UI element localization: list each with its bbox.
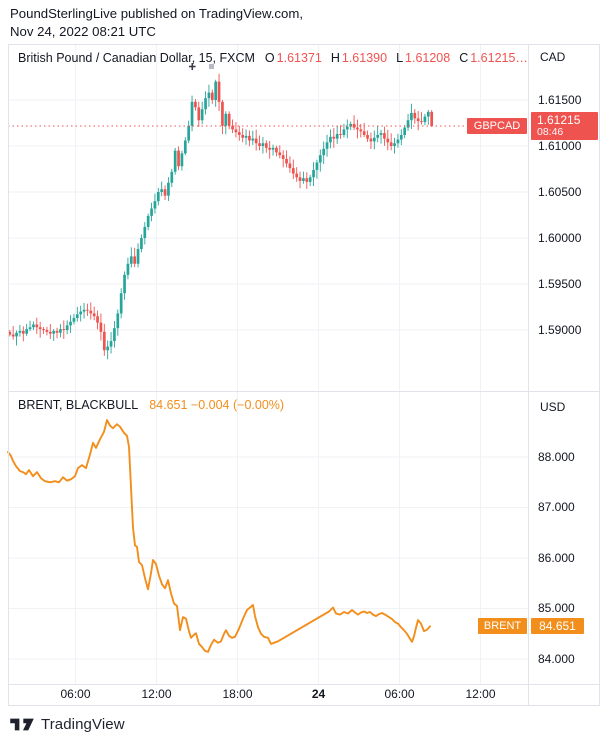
plus-marker-icon bbox=[189, 63, 196, 70]
low-value: 1.61208 bbox=[405, 51, 451, 65]
timestamp-line: Nov 24, 2022 08:21 UTC bbox=[10, 23, 156, 39]
panel2-ytick: 86.000 bbox=[538, 551, 575, 565]
gbpcad-price-label[interactable]: 1.61215 08:46 bbox=[531, 112, 598, 140]
brent-line-series bbox=[7, 419, 431, 653]
gbpcad-last-price: 1.61215 bbox=[537, 113, 581, 127]
panel2-legend[interactable]: BRENT, BLACKBULL 84.651 −0.004 (−0.00%) bbox=[18, 398, 284, 412]
panel2-currency: USD bbox=[540, 400, 566, 414]
watermark-text: TradingView bbox=[41, 716, 125, 733]
gbpcad-symbol-badge[interactable]: GBPCAD bbox=[467, 118, 527, 134]
publisher-line: PoundSterlingLive published on TradingVi… bbox=[10, 6, 304, 21]
time-tick: 18:00 bbox=[222, 687, 253, 701]
panel2-ytick: 87.000 bbox=[538, 500, 575, 514]
panel1-symbol-title[interactable]: British Pound / Canadian Dollar, 15, FXC… bbox=[18, 51, 255, 65]
time-tick: 06:00 bbox=[60, 687, 91, 701]
panel2-ytick: 85.000 bbox=[538, 601, 575, 615]
brent-price-label[interactable]: 84.651 bbox=[531, 618, 584, 634]
panel1-ytick: 1.59500 bbox=[538, 277, 582, 291]
panel1-legend[interactable]: British Pound / Canadian Dollar, 15, FXC… bbox=[18, 51, 537, 65]
gbpcad-candle-series bbox=[8, 73, 434, 360]
gbpcad-bar-countdown: 08:46 bbox=[537, 126, 564, 138]
panel2-ytick: 84.000 bbox=[538, 652, 575, 666]
panel1-gridlines bbox=[8, 99, 528, 331]
time-tick: 06:00 bbox=[384, 687, 415, 701]
panel1-ytick: 1.60500 bbox=[538, 185, 582, 199]
tradingview-logo-icon bbox=[10, 718, 34, 731]
panel2-ytick: 88.000 bbox=[538, 450, 575, 464]
time-tick: 12:00 bbox=[141, 687, 172, 701]
high-value: 1.61390 bbox=[341, 51, 388, 65]
brent-quote: 84.651 −0.004 (−0.00%) bbox=[149, 398, 285, 412]
panel1-ytick: 1.60000 bbox=[538, 231, 582, 245]
square-marker-icon bbox=[209, 64, 214, 69]
panel1-currency: CAD bbox=[540, 50, 566, 64]
time-tick-day: 24 bbox=[311, 687, 326, 701]
close-value: 1.61215… bbox=[470, 51, 528, 65]
tradingview-watermark[interactable]: TradingView bbox=[10, 716, 125, 733]
panel1-ytick: 1.61500 bbox=[538, 93, 582, 107]
open-value: 1.61371 bbox=[276, 51, 322, 65]
snapshot-header: PoundSterlingLive published on TradingVi… bbox=[10, 5, 303, 40]
panel1-ytick: 1.61000 bbox=[538, 139, 582, 153]
legend-marker-icons bbox=[189, 63, 214, 70]
panel1-ohlc: O 1.61371 H 1.61390 L 1.61208 C 1.61215… bbox=[264, 51, 528, 65]
time-tick: 12:00 bbox=[465, 687, 496, 701]
brent-symbol-badge[interactable]: BRENT bbox=[478, 618, 527, 634]
chart-borders bbox=[8, 44, 600, 706]
panel2-gridlines bbox=[8, 456, 528, 660]
panel2-symbol-title[interactable]: BRENT, BLACKBULL bbox=[18, 398, 138, 412]
vertical-gridlines bbox=[75, 45, 481, 684]
panel1-ytick: 1.59000 bbox=[538, 323, 582, 337]
